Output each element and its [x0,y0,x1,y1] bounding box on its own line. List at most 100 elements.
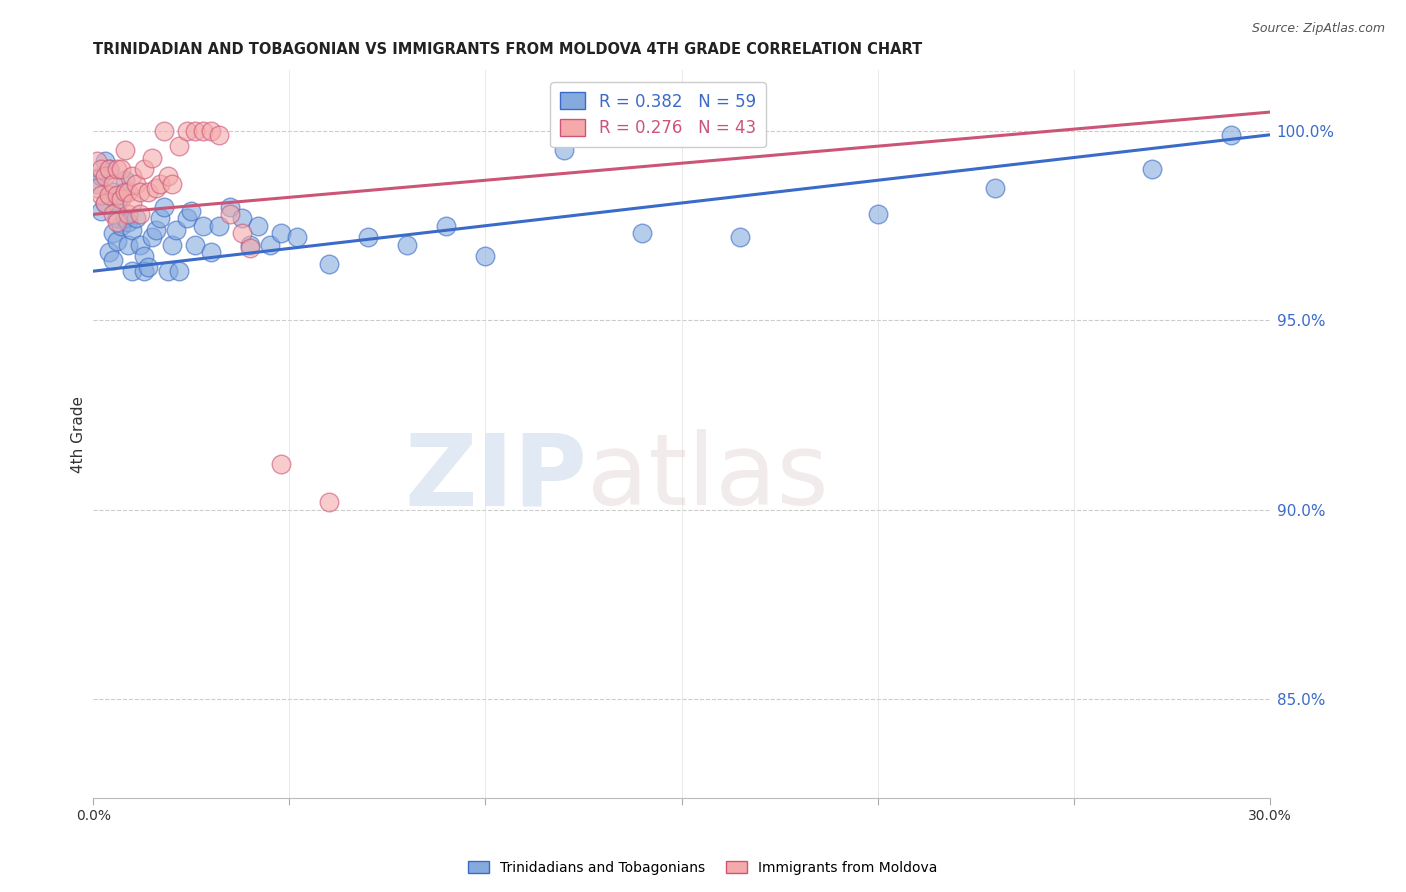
Point [200,124,222,138]
Legend: R = 0.382   N = 59, R = 0.276   N = 43: R = 0.382 N = 59, R = 0.276 N = 43 [550,82,766,147]
Point [117,215,139,229]
Point [553,143,575,157]
Point [110,219,132,233]
Point [94,196,117,211]
Point [136,260,159,275]
Point [156,169,179,184]
Point [97,161,120,176]
Point [121,169,143,184]
Point [1219,128,1241,142]
Point [129,185,152,199]
Point [239,242,262,256]
Point [129,237,152,252]
Point [114,185,136,199]
Point [129,207,152,221]
Point [105,188,128,202]
Point [94,196,117,211]
Point [149,177,172,191]
Point [121,222,143,236]
Point [110,161,132,176]
Point [90,203,112,218]
Point [165,222,187,236]
Point [145,222,167,236]
Point [117,207,139,221]
Point [101,185,124,199]
Point [357,230,380,244]
Point [105,215,128,229]
Point [141,151,163,165]
Point [90,169,112,184]
Point [219,200,242,214]
Point [191,219,214,233]
Text: Source: ZipAtlas.com: Source: ZipAtlas.com [1251,22,1385,36]
Point [631,227,654,241]
Point [101,227,124,241]
Point [270,458,292,472]
Point [114,211,136,226]
Point [141,230,163,244]
Point [169,139,191,153]
Text: TRINIDADIAN AND TOBAGONIAN VS IMMIGRANTS FROM MOLDOVA 4TH GRADE CORRELATION CHAR: TRINIDADIAN AND TOBAGONIAN VS IMMIGRANTS… [93,42,922,57]
Point [176,124,198,138]
Point [105,161,128,176]
Point [160,177,183,191]
Point [145,181,167,195]
Point [114,143,136,157]
Point [866,207,889,221]
Point [176,211,198,226]
Point [125,177,148,191]
Point [259,237,281,252]
Point [97,161,120,176]
Point [136,185,159,199]
Point [101,252,124,267]
Point [117,185,139,199]
Point [160,237,183,252]
Point [208,219,231,233]
Text: atlas: atlas [588,429,830,526]
Point [239,237,262,252]
Point [94,169,117,184]
Point [86,154,108,169]
Point [318,495,340,509]
Point [169,264,191,278]
Point [184,237,207,252]
Point [101,207,124,221]
Point [318,257,340,271]
Point [395,237,418,252]
Point [86,177,108,191]
Point [191,124,214,138]
Point [134,264,156,278]
Point [200,245,222,260]
Point [156,264,179,278]
Point [101,177,124,191]
Point [117,237,139,252]
Point [180,203,202,218]
Point [152,200,174,214]
Point [121,196,143,211]
Point [208,128,231,142]
Point [90,161,112,176]
Point [231,227,253,241]
Point [1140,161,1163,176]
Y-axis label: 4th Grade: 4th Grade [72,395,86,473]
Point [105,211,128,226]
Point [730,230,752,244]
Point [90,188,112,202]
Point [246,219,269,233]
Point [97,245,120,260]
Legend: Trinidadians and Tobagonians, Immigrants from Moldova: Trinidadians and Tobagonians, Immigrants… [463,855,943,880]
Text: ZIP: ZIP [405,429,588,526]
Point [231,211,253,226]
Point [97,188,120,202]
Point [125,211,148,226]
Point [149,211,172,226]
Point [105,196,128,211]
Point [94,154,117,169]
Point [270,227,292,241]
Point [285,230,308,244]
Point [219,207,242,221]
Point [984,181,1007,195]
Point [474,249,496,263]
Point [110,192,132,206]
Point [121,264,143,278]
